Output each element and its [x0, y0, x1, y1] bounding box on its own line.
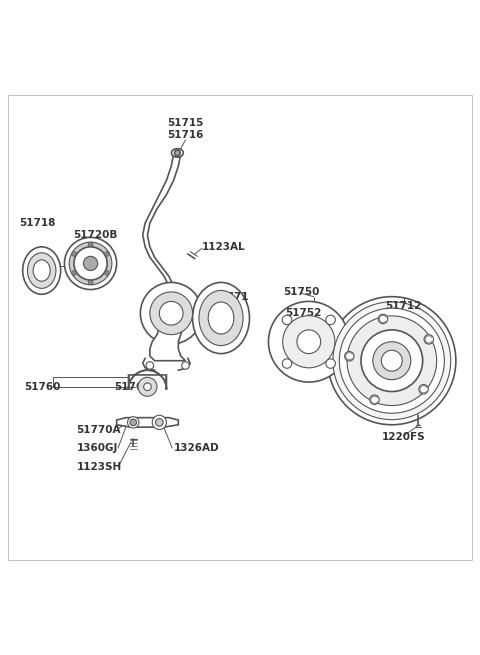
Ellipse shape [192, 282, 250, 354]
Ellipse shape [171, 149, 183, 157]
Text: 51715
51716: 51715 51716 [167, 119, 204, 140]
Circle shape [424, 335, 433, 344]
Text: 51712: 51712 [385, 301, 422, 311]
Circle shape [370, 395, 379, 405]
Circle shape [156, 419, 163, 426]
Circle shape [382, 350, 402, 371]
Polygon shape [117, 418, 179, 427]
Circle shape [378, 314, 388, 324]
Text: 1123AL: 1123AL [202, 242, 246, 252]
Circle shape [326, 315, 336, 325]
Circle shape [150, 292, 192, 335]
Circle shape [328, 297, 456, 424]
Circle shape [72, 271, 76, 275]
Ellipse shape [33, 260, 50, 281]
Circle shape [347, 316, 437, 405]
Circle shape [339, 309, 444, 413]
Polygon shape [150, 328, 185, 361]
Text: 51720B: 51720B [73, 230, 118, 240]
Text: 1220FS: 1220FS [382, 432, 425, 441]
Circle shape [105, 271, 109, 275]
Circle shape [268, 301, 349, 382]
Circle shape [282, 359, 292, 368]
Text: 51752: 51752 [285, 309, 322, 318]
Text: 1123SH: 1123SH [76, 462, 121, 472]
Ellipse shape [208, 302, 234, 334]
Circle shape [72, 252, 76, 256]
Text: 51771: 51771 [212, 291, 249, 302]
Circle shape [74, 247, 107, 280]
Circle shape [181, 362, 189, 369]
Text: 1360GJ: 1360GJ [76, 443, 118, 453]
Circle shape [138, 377, 157, 396]
Text: 51718: 51718 [19, 218, 55, 228]
Circle shape [159, 301, 183, 325]
Circle shape [326, 359, 336, 368]
Circle shape [130, 419, 137, 426]
Text: 1326AD: 1326AD [174, 443, 219, 453]
Circle shape [419, 384, 428, 394]
Text: 51770A: 51770A [76, 424, 121, 434]
Polygon shape [129, 370, 167, 389]
Circle shape [361, 330, 423, 392]
Circle shape [282, 315, 292, 325]
Circle shape [146, 362, 154, 369]
Text: 51750: 51750 [284, 287, 320, 297]
Ellipse shape [23, 247, 60, 294]
Circle shape [88, 280, 93, 285]
Ellipse shape [27, 253, 56, 288]
Circle shape [128, 417, 139, 428]
Circle shape [283, 316, 335, 368]
Circle shape [175, 150, 180, 156]
Circle shape [69, 242, 112, 285]
Circle shape [333, 302, 451, 420]
Circle shape [297, 330, 321, 354]
Circle shape [88, 242, 93, 247]
Ellipse shape [199, 290, 243, 346]
Circle shape [64, 237, 117, 290]
Circle shape [144, 383, 151, 390]
Circle shape [140, 282, 202, 344]
Circle shape [105, 252, 109, 256]
Text: 51767: 51767 [114, 382, 151, 392]
Circle shape [345, 352, 354, 361]
Circle shape [152, 415, 167, 430]
Polygon shape [143, 155, 180, 314]
Circle shape [84, 256, 97, 271]
Text: 51760: 51760 [24, 382, 60, 392]
Circle shape [373, 342, 411, 380]
